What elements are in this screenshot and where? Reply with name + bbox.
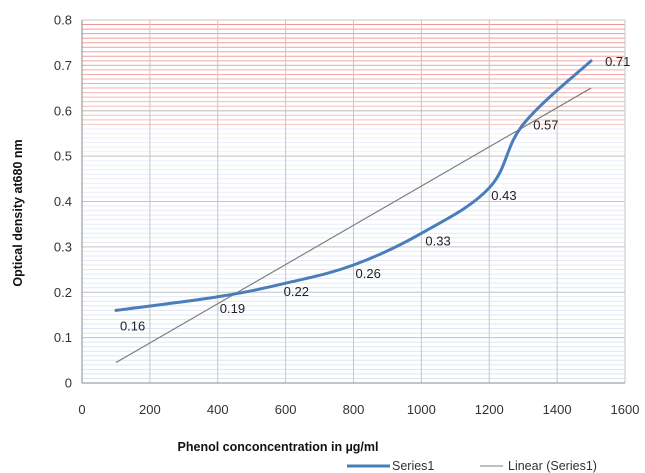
data-labels: 0.16 0.19 0.22 0.26 0.33 0.43 0.57 0.71 [120,54,630,334]
data-label: 0.22 [284,284,309,299]
x-axis-title: Phenol conconcentration in µg/ml [178,440,379,454]
data-label: 0.16 [120,318,145,333]
data-label: 0.71 [605,54,630,69]
x-tick-label: 200 [139,402,161,417]
y-axis-ticks: 0 0.1 0.2 0.3 0.4 0.5 0.6 0.7 0.8 [54,13,72,391]
x-tick-label: 1000 [407,402,436,417]
x-tick-label: 0 [78,402,85,417]
trendline [115,87,592,364]
trendline-series [115,87,592,364]
y-tick-label: 0.8 [54,13,72,28]
x-axis-ticks: 0 200 400 600 800 1000 1200 1400 1600 [78,402,639,417]
legend-linear-label: Linear (Series1) [508,459,597,473]
data-label: 0.43 [491,188,516,203]
series1-line [114,59,593,312]
y-tick-label: 0.3 [54,239,72,254]
data-label: 0.33 [425,233,450,248]
data-label: 0.57 [533,117,558,132]
y-tick-label: 0.4 [54,194,72,209]
y-tick-label: 0.5 [54,149,72,164]
legend: Series1 Linear (Series1) [347,459,597,473]
x-tick-label: 1600 [611,402,640,417]
x-tick-label: 1200 [475,402,504,417]
legend-series1-label: Series1 [392,459,434,473]
y-tick-label: 0 [65,376,72,391]
x-tick-label: 600 [275,402,297,417]
series1-curve [114,59,593,312]
y-axis-title: Optical density at680 nm [11,139,25,286]
y-tick-label: 0.2 [54,285,72,300]
x-tick-label: 400 [207,402,229,417]
gridlines [81,19,626,384]
y-tick-label: 0.6 [54,103,72,118]
data-label: 0.26 [356,266,381,281]
data-label: 0.19 [220,301,245,316]
y-tick-label: 0.1 [54,330,72,345]
x-tick-label: 1400 [543,402,572,417]
y-tick-label: 0.7 [54,58,72,73]
x-tick-label: 800 [343,402,365,417]
